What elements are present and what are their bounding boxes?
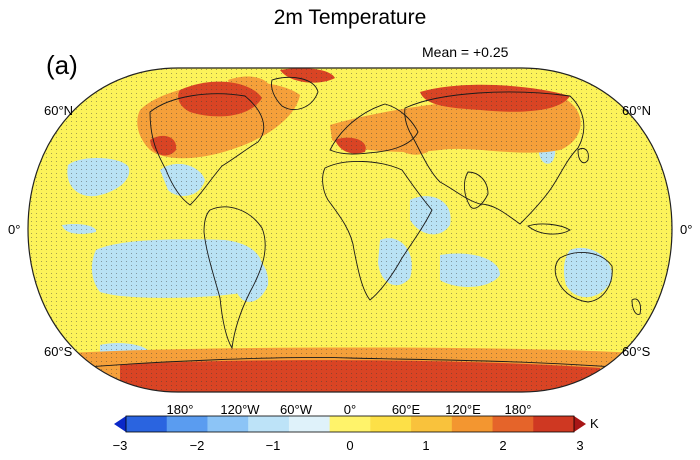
- greenland-coast: [271, 76, 319, 110]
- colorbar-cell: [411, 416, 453, 432]
- lat-label-60n-right: 60°N: [622, 103, 652, 118]
- lat-label-eq-left: 0°: [8, 222, 21, 237]
- japan-coast: [577, 148, 589, 164]
- africa-coast: [322, 161, 433, 301]
- new-zealand-coast: [631, 298, 641, 315]
- lon-label: 180°: [166, 402, 194, 417]
- colorbar-cell: [166, 416, 208, 432]
- colorbar-unit: K: [590, 416, 599, 431]
- colorbar-cell: [451, 416, 494, 432]
- coastlines: [29, 76, 671, 373]
- colorbar-cells: [126, 416, 575, 432]
- colorbar-tick-label: 3: [576, 438, 584, 453]
- lon-label: 120°W: [220, 402, 260, 417]
- colorbar-tick-label: 0: [346, 438, 354, 453]
- map-title: 2m Temperature: [273, 6, 427, 29]
- colorbar-tick-label: −2: [189, 438, 205, 453]
- lon-label: 60°E: [391, 402, 421, 417]
- lat-label-60s-right: 60°S: [622, 344, 651, 359]
- india-coast: [463, 171, 489, 209]
- asia-coast: [404, 91, 585, 225]
- lon-label: 120°E: [445, 402, 481, 417]
- colorbar-tick-label: 2: [499, 438, 507, 453]
- colorbar: [114, 415, 586, 433]
- lon-label: 180°: [504, 402, 532, 417]
- mean-label: Mean = +0.25: [422, 44, 509, 60]
- colorbar-tick-label: −1: [265, 438, 281, 453]
- lon-label: 0°: [343, 402, 357, 417]
- colorbar-cell: [207, 416, 249, 432]
- australia-coast: [554, 251, 613, 303]
- colorbar-cell: [329, 416, 371, 432]
- colorbar-cell: [533, 416, 575, 432]
- colorbar-cell: [492, 416, 534, 432]
- lat-label-60n-left: 60°N: [44, 103, 74, 118]
- europe-coast: [329, 103, 419, 155]
- panel-label: (a): [46, 50, 78, 80]
- colorbar-arrow-left: [114, 416, 126, 432]
- colorbar-cell: [248, 416, 290, 432]
- colorbar-outline: [125, 415, 575, 433]
- lat-label-eq-right: 0°: [680, 222, 693, 237]
- antarctica-coast: [29, 357, 671, 373]
- colorbar-arrow-right: [574, 416, 586, 432]
- map-frame: [27, 67, 673, 393]
- colorbar-cell: [370, 416, 412, 432]
- colorbar-cell: [126, 416, 168, 432]
- lon-label: 60°W: [280, 402, 312, 417]
- colorbar-tick-label: −3: [112, 438, 128, 453]
- lat-label-60s-left: 60°S: [44, 344, 73, 359]
- colorbar-cell: [288, 416, 331, 432]
- north-america-coast: [149, 93, 265, 206]
- south-america-coast: [203, 206, 266, 350]
- colorbar-tick-label: 1: [422, 438, 430, 453]
- indonesia-coast: [527, 223, 571, 235]
